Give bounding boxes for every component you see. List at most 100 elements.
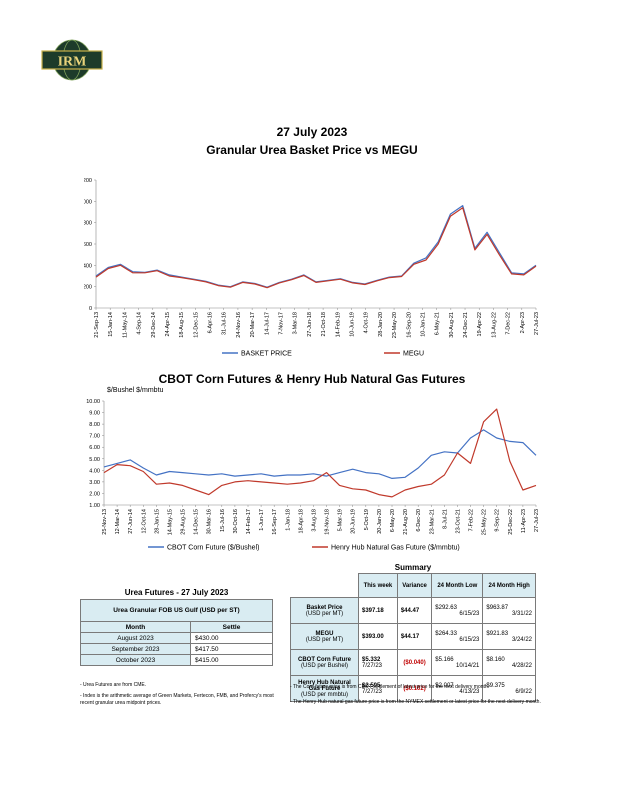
- x-tick-label: 24-Nov-16: [236, 312, 242, 338]
- y-tick-label: 2.00: [89, 491, 100, 497]
- y-tick-label: 3.00: [89, 480, 100, 486]
- x-tick-label: 12-Mar-14: [115, 509, 121, 534]
- row-label-unit: (USD per mmbtu): [300, 691, 348, 698]
- x-tick-label: 28-Jan-20: [378, 312, 384, 337]
- x-tick-label: 14-Jul-17: [264, 312, 270, 335]
- legend-label: BASKET PRICE: [241, 351, 292, 358]
- svg-text:IRM: IRM: [58, 55, 87, 70]
- y-tick-label: 8.00: [89, 422, 100, 428]
- variance-cell: ($0.040): [396, 649, 433, 676]
- x-tick-label: 30-Aug-21: [449, 312, 455, 338]
- legend-label: MEGU: [403, 351, 424, 358]
- corn-gas-chart-svg: 1.00 2.00 3.00 4.00 5.00 6.00 7.00 8.00 9.00 10.0…: [86, 399, 540, 552]
- row-label-name: CBOT Corn Future: [298, 656, 351, 663]
- variance-cell: $44.17: [396, 623, 433, 650]
- x-tick-label: 8-Jul-21: [442, 509, 448, 529]
- x-tick-label: 29-Dec-14: [151, 312, 157, 338]
- row-label-unit: (USD per MT): [305, 610, 344, 617]
- row-label: MEGU (USD per MT): [290, 623, 359, 650]
- x-tick-label: 30-Mar-16: [207, 509, 213, 534]
- y-tick-label: 4.00: [89, 468, 100, 474]
- x-tick-label: 13-Aug-22: [491, 312, 497, 338]
- x-tick-label: 6-May-20: [390, 509, 396, 532]
- y-tick-label: 1.00: [89, 503, 100, 509]
- x-tick-label: 4-Oct-19: [364, 312, 370, 333]
- urea-basket-chart-svg: 0 200 400 600 800 1000 1200 21-Sep-13 15-Jan-14 1…: [80, 178, 540, 358]
- this-week-value: $5.332: [362, 656, 381, 663]
- x-tick-label: 27-Jun-18: [307, 312, 313, 337]
- this-week-cell: $397.18: [358, 597, 398, 624]
- x-tick-label: 25-May-22: [482, 509, 488, 535]
- y-tick-label: 600: [84, 242, 92, 248]
- futures-month: August 2023: [80, 632, 191, 644]
- low-cell: $292.63 6/15/23: [431, 597, 484, 624]
- y-tick-label: 800: [84, 221, 92, 227]
- futures-settle: $415.00: [190, 654, 273, 666]
- irm-logo: IRM: [36, 38, 108, 82]
- x-tick-label: 19-Apr-22: [477, 312, 483, 336]
- x-tick-label: 25-Dec-22: [508, 509, 514, 535]
- x-tick-label: 23-Oct-21: [455, 509, 461, 533]
- low-value: $292.63: [435, 604, 457, 611]
- summary-note-1: - The Corn future price is from CBOT set…: [290, 684, 490, 690]
- x-tick-label: 21-Sep-13: [94, 312, 100, 338]
- futures-note-1: - Urea Futures are from CME.: [80, 682, 147, 688]
- row-label-name: MEGU: [315, 630, 334, 637]
- series-line-1: [95, 204, 537, 288]
- high-date: 3/24/22: [511, 636, 532, 643]
- low-date: 4/13/23: [459, 688, 480, 695]
- x-tick-label: 23-Mar-21: [429, 509, 435, 534]
- high-value: $9.375: [486, 682, 505, 689]
- col-this-week: This week: [358, 573, 398, 598]
- table-row: September 2023 $417.50: [80, 643, 273, 655]
- chart2-axis-units: $/Bushel $/mmbtu: [107, 387, 164, 394]
- summary-table-wrap: This week Variance 24 Month Low 24 Month…: [290, 573, 536, 702]
- x-tick-label: 7-Feb-22: [469, 509, 475, 531]
- high-cell: $963.87 3/31/22: [482, 597, 536, 624]
- futures-settle: $430.00: [190, 632, 273, 644]
- row-label: CBOT Corn Future (USD per Bushel): [290, 649, 359, 676]
- x-tick-label: 16-Sep-20: [406, 312, 412, 338]
- table-row: MEGU (USD per MT) $393.00 $44.17 $264.33 6…: [290, 623, 536, 650]
- summary-note-2: - The Henry Hub natural gas future price…: [290, 699, 541, 705]
- col-24m-low: 24 Month Low: [431, 573, 484, 598]
- table-row: Henry Hub Natural Gas Future (USD per mmb…: [290, 675, 536, 702]
- x-tick-label: 21-Aug-20: [403, 509, 409, 535]
- variance-cell: ($0.102): [396, 675, 433, 702]
- x-tick-label: 27-Jun-14: [128, 509, 134, 534]
- x-tick-label: 6-Dec-20: [416, 509, 422, 532]
- urea-futures-header: Urea Granular FOB US Gulf (USD per ST): [80, 599, 273, 622]
- x-tick-label: 25-Nov-13: [102, 509, 108, 535]
- table-row: Basket Price (USD per MT) $397.18 $44.47 …: [290, 597, 536, 624]
- this-week-cell: $5.332 7/27/23: [358, 649, 398, 676]
- high-cell: $9.375 6/9/22: [482, 675, 536, 702]
- low-value: $264.33: [435, 630, 457, 637]
- x-tick-label: 7-Nov-17: [279, 312, 285, 335]
- x-tick-label: 29-Aug-15: [181, 509, 187, 535]
- this-week-value: $397.18: [362, 607, 384, 614]
- variance-cell: $44.47: [396, 597, 433, 624]
- x-tick-label: 24-Dec-21: [463, 312, 469, 338]
- summary-table: This week Variance 24 Month Low 24 Month…: [290, 573, 536, 702]
- legend-label: Henry Hub Natural Gas Future ($/mmbtu): [331, 545, 460, 552]
- low-date: 6/15/23: [459, 610, 480, 617]
- table-row: October 2023 $415.00: [80, 654, 273, 666]
- row-label: Basket Price (USD per MT): [290, 597, 359, 624]
- this-week-date: 7/27/23: [362, 662, 383, 669]
- high-date: 6/9/22: [515, 688, 532, 695]
- col-variance: Variance: [396, 573, 433, 598]
- this-week-value: $2.595: [362, 682, 381, 689]
- chart2-title: CBOT Corn Futures & Henry Hub Natural Ga…: [158, 372, 466, 386]
- col-settle: Settle: [190, 621, 273, 633]
- table-row: CBOT Corn Future (USD per Bushel) $5.332 7…: [290, 649, 536, 676]
- x-tick-label: 11-May-14: [122, 312, 128, 338]
- x-tick-label: 4-Sep-14: [137, 312, 143, 335]
- x-tick-label: 19-Nov-18: [325, 509, 331, 535]
- x-tick-label: 3-Mar-18: [293, 312, 299, 334]
- row-label-unit: (USD per Bushel): [300, 662, 348, 669]
- this-week-cell: $393.00: [358, 623, 398, 650]
- urea-futures-title: Urea Futures - 27 July 2023: [124, 588, 229, 597]
- x-tick-label: 18-Apr-18: [298, 509, 304, 533]
- high-value: $8.160: [486, 656, 505, 663]
- x-tick-label: 28-Jan-15: [154, 509, 160, 534]
